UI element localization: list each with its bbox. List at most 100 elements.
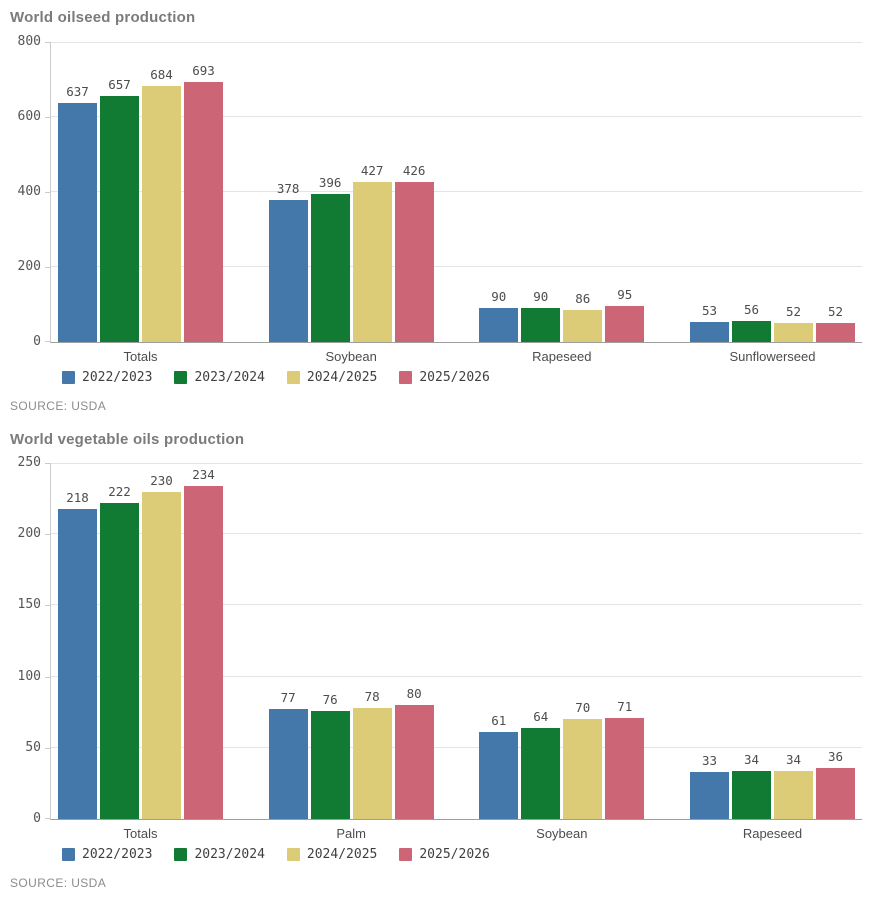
bar-2022-2023-rapeseed[interactable]: 33 (689, 754, 729, 819)
bar-2024-2025-rapeseed[interactable]: 34 (773, 752, 813, 819)
legend-item-label: 2022/2023 (82, 846, 153, 862)
bar-group-palm: 77 76 78 80 Palm (268, 463, 434, 841)
bar-2022-2023-soybean[interactable]: 61 (479, 714, 519, 819)
legend-swatch-icon (286, 370, 300, 384)
bar-value-label: 80 (406, 686, 422, 702)
legend-item-2024-2025[interactable]: 2024/2025 (286, 370, 377, 385)
bar-value-label: 637 (66, 84, 89, 100)
bar-value-label: 52 (827, 303, 843, 319)
legend-item-2022-2023[interactable]: 2022/2023 (62, 370, 152, 385)
bar-2022-2023-totals[interactable]: 218 (58, 490, 97, 819)
bar-2022-2023-palm[interactable]: 77 (268, 691, 308, 819)
legend-swatch-icon (399, 370, 413, 384)
bar-2025-2026-sunflowerseed[interactable]: 52 (815, 304, 855, 342)
bar-2023-2024-soybean[interactable]: 64 (521, 709, 561, 819)
bar-2024-2025-totals[interactable]: 230 (142, 473, 181, 819)
legend-item-2025-2026[interactable]: 2025/2026 (399, 370, 490, 385)
bar-value-label: 95 (617, 287, 633, 303)
y-axis-tick (45, 192, 51, 193)
bar-2022-2023-soybean[interactable]: 378 (268, 182, 308, 342)
legend-swatch-icon (399, 847, 413, 861)
bar-value-label: 53 (701, 303, 717, 319)
category-label-totals: Totals (123, 826, 158, 841)
category-label-soybean: Soybean (536, 826, 588, 841)
bar-2023-2024-rapeseed[interactable]: 34 (731, 752, 771, 819)
bar-2024-2025-palm[interactable]: 78 (352, 689, 392, 819)
bar-value-label: 36 (827, 748, 843, 764)
legend-item-2023-2024[interactable]: 2023/2024 (174, 847, 265, 862)
bar-value-label: 693 (192, 63, 215, 79)
bar-2022-2023-rapeseed[interactable]: 90 (479, 290, 519, 342)
bar-2024-2025-sunflowerseed[interactable]: 52 (773, 304, 813, 342)
bar-value-label: 684 (150, 66, 173, 82)
y-axis-tick-label: 0 (33, 334, 41, 349)
y-axis-tick-label: 200 (17, 526, 41, 542)
bar-2023-2024-totals[interactable]: 222 (100, 484, 139, 819)
bar-value-label: 52 (785, 303, 801, 319)
legend-item-2025-2026[interactable]: 2025/2026 (399, 847, 490, 862)
y-axis-tick-label: 250 (17, 455, 41, 470)
bar-2024-2025-totals[interactable]: 684 (142, 67, 181, 342)
bar-value-label: 56 (743, 302, 759, 317)
chart-title: World oilseed production (10, 9, 196, 26)
bar-2024-2025-soybean[interactable]: 70 (563, 701, 603, 819)
legend-item-2023-2024[interactable]: 2023/2024 (174, 369, 265, 385)
bar-2023-2024-rapeseed[interactable]: 90 (521, 290, 561, 342)
y-axis-tick (45, 341, 51, 342)
bar-value-label: 71 (617, 698, 633, 714)
bar-2023-2024-totals[interactable]: 657 (100, 77, 139, 342)
bar-2025-2026-rapeseed[interactable]: 36 (815, 749, 855, 819)
bar-value-label: 222 (108, 483, 131, 499)
legend-swatch-icon (62, 370, 75, 384)
bar-2023-2024-palm[interactable]: 76 (310, 692, 350, 819)
bar-2025-2026-soybean[interactable]: 426 (394, 164, 434, 342)
source-note: SOURCE: USDA (10, 399, 107, 413)
bar-2022-2023-totals[interactable]: 637 (58, 85, 97, 342)
legend-item-label: 2023/2024 (194, 369, 265, 385)
bar-value-label: 378 (276, 181, 300, 197)
bar-value-label: 33 (701, 753, 717, 768)
bar-2025-2026-totals[interactable]: 234 (184, 467, 223, 819)
y-axis-tick (45, 42, 51, 43)
plot-area: 0 200 400 600 800 637 657 684 693 Totals 378 396 427… (18, 34, 862, 364)
bar-2022-2023-sunflowerseed[interactable]: 53 (689, 304, 729, 342)
bar-group-soybean: 378 396 427 426 Soybean (268, 42, 434, 364)
bar-value-label: 86 (575, 290, 591, 306)
legend-swatch-icon (174, 847, 188, 861)
bar-2024-2025-soybean[interactable]: 427 (352, 163, 392, 342)
bar-2023-2024-sunflowerseed[interactable]: 56 (731, 303, 771, 342)
y-axis-tick (45, 117, 51, 118)
bar-2025-2026-palm[interactable]: 80 (394, 687, 434, 819)
bar-value-label: 70 (575, 700, 591, 716)
y-axis-tick-label: 0 (33, 811, 41, 826)
bar-2023-2024-soybean[interactable]: 396 (310, 175, 350, 342)
bar-2024-2025-rapeseed[interactable]: 86 (563, 291, 603, 342)
bar-group-soybean: 61 64 70 71 Soybean (479, 463, 645, 841)
y-axis-tick-label: 200 (17, 259, 41, 274)
bar-2025-2026-totals[interactable]: 693 (184, 64, 223, 342)
y-axis-tick (45, 534, 51, 536)
legend-item-2022-2023[interactable]: 2022/2023 (62, 847, 152, 862)
y-axis-tick (45, 463, 51, 464)
bar-group-sunflowerseed: 53 56 52 52 Sunflowerseed (689, 42, 855, 364)
bar-group-rapeseed: 33 34 34 36 Rapeseed (689, 463, 855, 841)
y-axis-tick (45, 267, 51, 268)
bar-bands: 637 657 684 693 Totals 378 396 427 426 Soybean 90 9… (51, 42, 862, 364)
category-label-rapeseed: Rapeseed (532, 349, 592, 364)
bar-2025-2026-soybean[interactable]: 71 (605, 699, 645, 819)
y-axis-tick-label: 100 (17, 668, 41, 684)
y-axis-tick-label: 400 (17, 184, 41, 199)
category-label-palm: Palm (336, 826, 366, 841)
y-axis-tick (45, 747, 51, 749)
legend: 2022/2023 2023/2024 2024/2025 2025/2026 (62, 846, 862, 862)
plot-area: 0 50 100 150 200 250 218 222 230 234 Totals 77 76 78 8… (18, 455, 862, 841)
vegetable-oils-production-chart: World vegetable oils production 0 50 100 15… (8, 430, 862, 890)
legend-item-2024-2025[interactable]: 2024/2025 (286, 846, 378, 862)
bar-2025-2026-rapeseed[interactable]: 95 (605, 288, 645, 342)
bar-value-label: 61 (491, 713, 507, 729)
bar-value-label: 396 (318, 174, 342, 190)
bar-value-label: 77 (280, 690, 296, 706)
category-label-rapeseed: Rapeseed (742, 826, 803, 841)
bar-value-label: 76 (322, 691, 338, 707)
legend-item-label: 2024/2025 (306, 846, 378, 862)
